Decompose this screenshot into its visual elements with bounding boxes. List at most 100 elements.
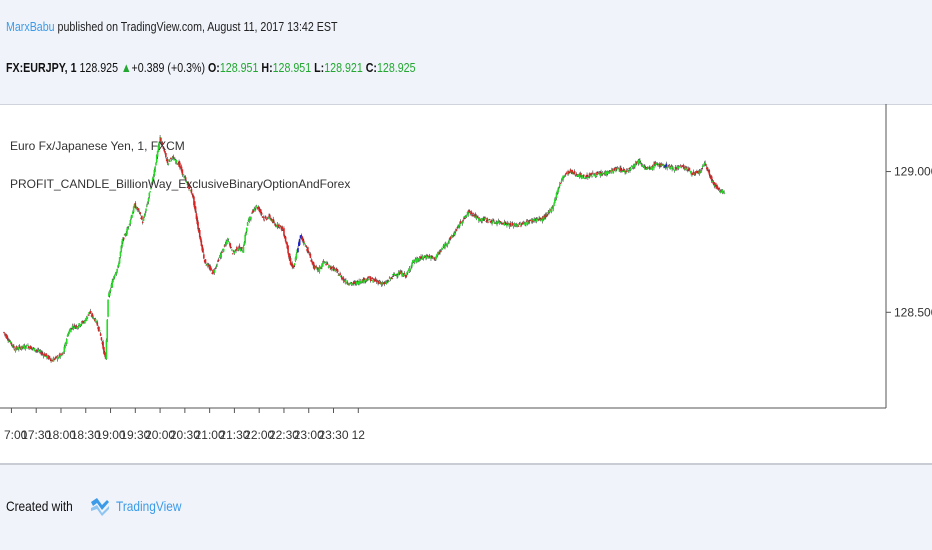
candle-up	[677, 166, 680, 169]
candle-up	[24, 347, 27, 350]
candle-down	[281, 226, 284, 230]
candle-up	[34, 350, 37, 352]
candle-up	[23, 345, 26, 349]
candle-down	[521, 223, 523, 225]
price-axis[interactable]: 129.000 128.500	[886, 165, 932, 320]
candle-down	[525, 220, 528, 222]
candle-up	[576, 175, 578, 177]
time-axis[interactable]: 7:0017:3018:0018:3019:0019:3020:0020:302…	[4, 408, 365, 442]
candle-up	[524, 222, 526, 226]
candle-up	[596, 173, 599, 175]
time-tick-label: 23:00	[294, 428, 324, 442]
candle-up	[169, 160, 171, 162]
candle-down	[387, 280, 389, 282]
candle-down	[528, 221, 531, 223]
candle-up	[244, 234, 246, 243]
candle-up	[340, 275, 342, 278]
candle-up	[17, 349, 19, 351]
author-link[interactable]: MarxBabu	[6, 19, 55, 34]
candle-down	[90, 315, 93, 317]
candle-down	[331, 266, 334, 268]
candle-up	[615, 168, 617, 172]
candle-down	[162, 146, 165, 149]
candle-up	[530, 219, 533, 223]
candle-up	[298, 238, 301, 245]
candle-up	[436, 253, 439, 256]
candle-up	[447, 241, 450, 244]
candle-up	[626, 170, 629, 172]
candle-down	[473, 214, 475, 217]
candle-down	[19, 347, 22, 350]
candle-down	[305, 245, 308, 247]
candle-down	[4, 333, 6, 335]
candle-down	[141, 215, 143, 220]
candle-down	[100, 337, 103, 341]
high-label: H:	[261, 60, 273, 75]
candle-down	[75, 325, 77, 327]
time-tick-label: 18:00	[46, 428, 76, 442]
candle-up	[532, 219, 535, 222]
candle-up	[216, 264, 218, 266]
candle-up	[556, 190, 559, 194]
candle-up	[323, 261, 326, 263]
candle-down	[81, 321, 84, 323]
candle-down	[70, 328, 73, 330]
candle-down	[41, 352, 43, 354]
candle-up	[721, 189, 724, 193]
candle-up	[691, 174, 693, 176]
candle-up	[673, 170, 676, 172]
candle-up	[250, 212, 253, 214]
candle-down	[588, 173, 591, 178]
candle-up	[59, 355, 61, 358]
candle-down	[339, 273, 341, 275]
candle-up	[577, 174, 580, 177]
tradingview-link[interactable]: TradingView	[115, 498, 181, 514]
candle-up	[105, 340, 108, 360]
candle-down	[654, 162, 657, 165]
candle-up	[669, 167, 672, 170]
candle-down	[429, 256, 431, 258]
candle-down	[229, 243, 232, 248]
candle-down	[582, 174, 585, 177]
candle-down	[306, 249, 308, 251]
candle-up	[304, 245, 307, 247]
candle-down	[199, 236, 202, 241]
candle-down	[307, 251, 310, 253]
candle-up	[299, 235, 302, 239]
candle-down	[688, 167, 691, 171]
candle-up	[478, 218, 481, 222]
candle-up	[606, 171, 608, 176]
candle-up	[71, 325, 74, 328]
candle-up	[611, 169, 613, 174]
candle-down	[710, 176, 713, 182]
candle-up	[184, 177, 186, 179]
candle-down	[613, 167, 616, 170]
candle-down	[530, 219, 532, 221]
candle-up	[606, 171, 609, 175]
candle-down	[217, 260, 219, 262]
candle-down	[221, 251, 223, 253]
candle-up	[147, 198, 150, 202]
candle-up	[133, 204, 136, 208]
candle-down	[87, 314, 90, 316]
candle-up	[668, 165, 671, 168]
candle-down	[192, 195, 194, 198]
candle-down	[309, 253, 312, 258]
candle-up	[684, 167, 687, 170]
candle-up	[118, 257, 121, 264]
candle-down	[609, 170, 611, 172]
candle-up	[26, 347, 28, 349]
candle-down	[487, 221, 489, 223]
candle-down	[569, 169, 572, 173]
candle-down	[575, 173, 578, 175]
candle-up	[254, 208, 256, 211]
candle-up	[150, 188, 152, 190]
candle-down	[270, 218, 273, 222]
candle-up	[409, 268, 412, 271]
candle-down	[53, 359, 56, 361]
candle-up	[88, 312, 90, 315]
price-chart[interactable]: 129.000128.500 7:0017:3018:0018:3019:001…	[0, 104, 932, 462]
candle-up	[220, 252, 222, 258]
candle-down	[49, 358, 52, 360]
candle-up	[658, 164, 660, 166]
